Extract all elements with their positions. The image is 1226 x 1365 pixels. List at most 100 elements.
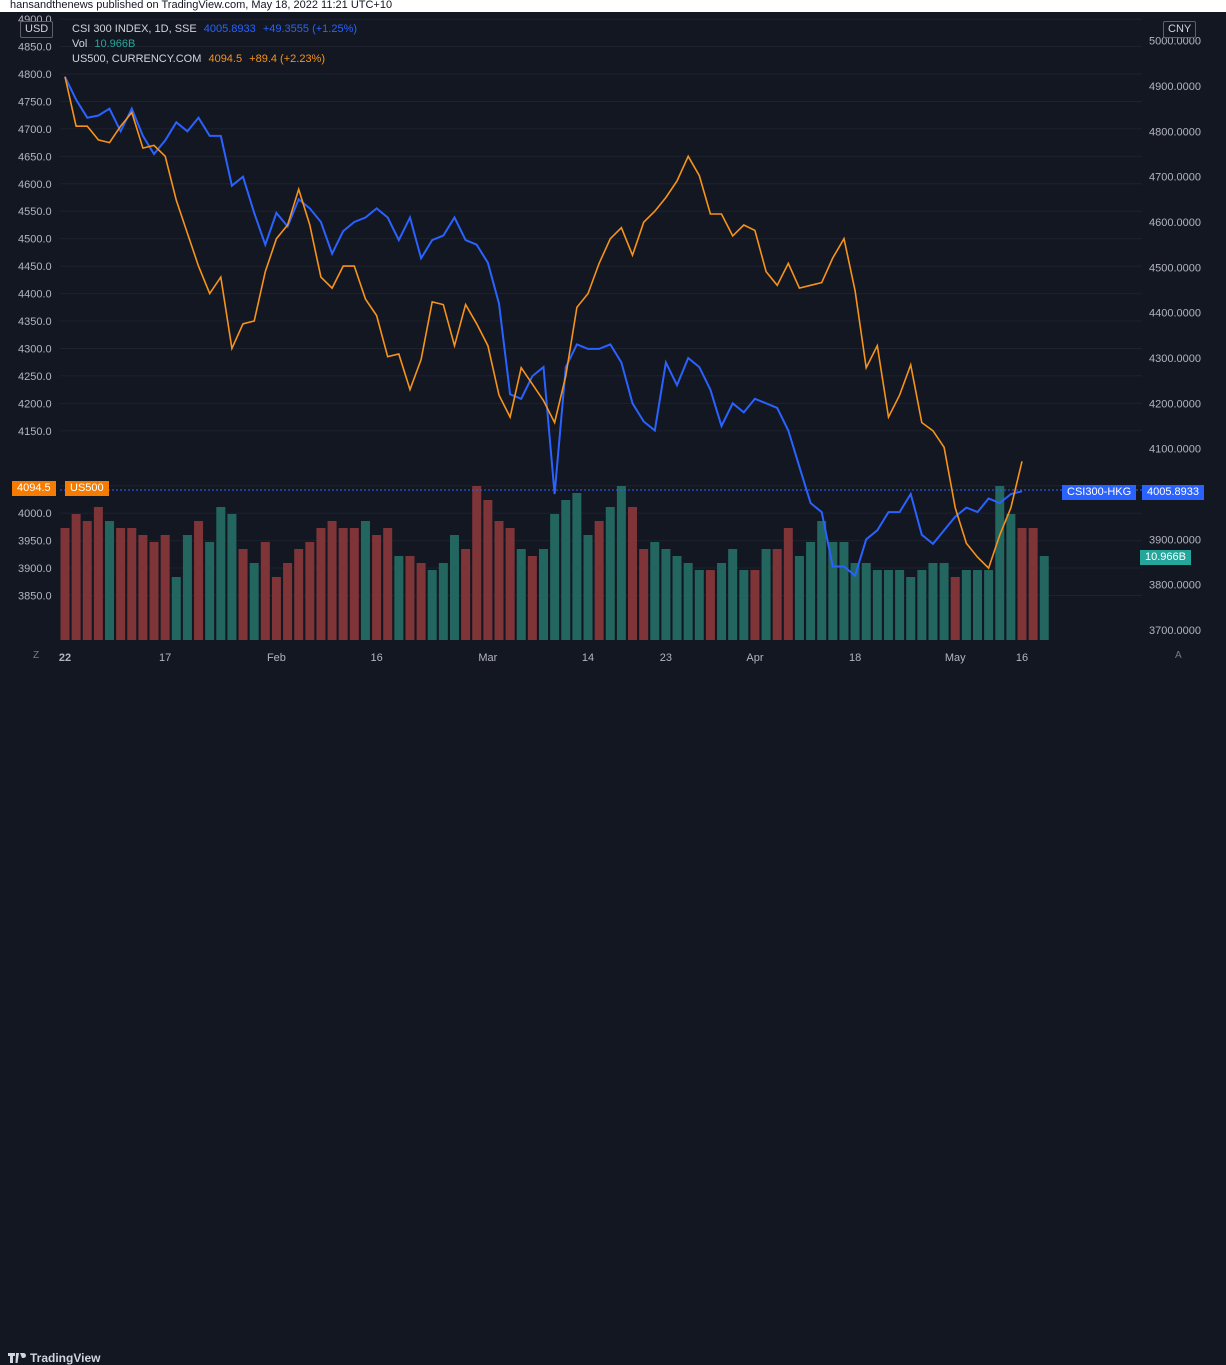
volume-bar [806,542,816,640]
csi-label-tag: CSI300-HKG [1062,485,1137,500]
volume-bar [995,486,1005,640]
volume-bar [227,514,237,640]
tradingview-logo-icon [8,1353,26,1363]
volume-histogram [60,486,1049,640]
volume-bar [405,556,415,640]
volume-bar [794,556,804,640]
volume-bar [127,528,137,640]
volume-bar [105,521,115,640]
volume-bar [861,563,871,640]
right-tick-label: 3700.0000 [1149,625,1201,637]
x-tick-label: 16 [370,652,382,664]
volume-bar [728,549,738,640]
x-tick-label: May [945,652,966,664]
x-tick-label: 22 [59,652,71,664]
volume-bar [895,570,905,640]
legend-vol-value: 10.966B [94,38,136,50]
volume-bar [271,577,281,640]
left-tick-label: 4150.0 [18,426,52,438]
left-tick-label: 4600.0 [18,179,52,191]
x-tick-label: Feb [267,652,286,664]
right-tick-label: 4800.0000 [1149,126,1201,138]
volume-bar [516,549,526,640]
x-tick-label: 14 [582,652,594,664]
volume-bar [360,521,370,640]
legend-csi[interactable]: CSI 300 INDEX, 1D, SSE 4005.8933 +49.355… [72,22,357,37]
auto-scale-left-button[interactable]: Z [33,650,40,661]
x-tick-label: 18 [849,652,861,664]
volume-bar [327,521,337,640]
volume-bar [494,521,504,640]
volume-bar [283,563,293,640]
right-tick-label: 3900.0000 [1149,534,1201,546]
volume-bar [717,563,727,640]
volume-bar [850,563,860,640]
volume-bar [461,549,471,640]
right-tick-label: 4600.0000 [1149,217,1201,229]
legend-csi-name: CSI 300 INDEX, 1D, SSE [72,23,197,35]
volume-bar [661,549,671,640]
volume-bar [972,570,982,640]
volume-bar [605,507,615,640]
volume-bar [71,514,81,640]
volume-bar [616,486,626,640]
volume-bar [82,521,92,640]
volume-bar [1039,556,1049,640]
publisher-text: hansandthenews published on TradingView.… [10,0,393,11]
right-currency-badge[interactable]: CNY [1163,21,1197,38]
right-tick-label: 4900.0000 [1149,81,1201,93]
volume-bar [1028,528,1038,640]
x-tick-label: 17 [159,652,171,664]
volume-bar [249,563,259,640]
us500-line [64,76,1023,570]
volume-bar [817,521,827,640]
volume-bar [694,570,704,640]
legend-us500[interactable]: US500, CURRENCY.COM 4094.5 +89.4 (+2.23%… [72,52,325,67]
volume-bar [149,542,159,640]
volume-bar [761,549,771,640]
volume-bar [194,521,204,640]
volume-bar [872,570,882,640]
left-currency-badge[interactable]: USD [20,21,54,38]
volume-bar [628,507,638,640]
left-tick-label: 4550.0 [18,206,52,218]
right-tick-label: 4400.0000 [1149,308,1201,320]
right-tick-label: 4100.0000 [1149,444,1201,456]
right-tick-label: 3800.0000 [1149,580,1201,592]
volume-bar [316,528,326,640]
auto-scale-right-button[interactable]: A [1175,650,1182,661]
legend-us500-value: 4094.5 [208,53,243,65]
x-tick-label: Apr [746,652,763,664]
volume-bar [349,528,359,640]
x-tick-label: Mar [478,652,497,664]
right-price-axis: 5000.0000 4900.0000 4800.0000 4700.0000 4600… [1149,36,1201,637]
volume-bar [683,563,693,640]
volume-bar [1006,514,1016,640]
legend-vol-name: Vol [72,38,88,50]
volume-bar [416,563,426,640]
csi300-line [64,76,1023,578]
tradingview-logo[interactable]: TradingView [8,1351,100,1365]
volume-bar [93,507,103,640]
volume-bar [650,542,660,640]
left-tick-label: 3950.0 [18,536,52,548]
volume-bar [427,570,437,640]
volume-bar [750,570,760,640]
volume-bar [60,528,70,640]
volume-bar [828,542,838,640]
left-tick-label: 4800.0 [18,69,52,81]
right-tick-label: 4500.0000 [1149,262,1201,274]
csi-price-tag: 4005.8933 [1142,485,1204,500]
left-tick-label: 3850.0 [18,591,52,603]
chart-canvas[interactable]: 4900.04850.04800.04750.04700.04650.04600… [0,12,1226,674]
volume-bar [583,535,593,640]
legend-us500-change: +89.4 (+2.23%) [249,53,326,65]
left-tick-label: 4000.0 [18,508,52,520]
left-price-axis: 4900.04850.04800.04750.04700.04650.04600… [18,14,52,602]
volume-bar [383,528,393,640]
legend-vol[interactable]: Vol 10.966B [72,37,135,52]
volume-bar [138,535,148,640]
legend-csi-value: 4005.8933 [203,23,256,35]
us500-label-tag: US500 [65,481,109,496]
volume-bar [505,528,515,640]
